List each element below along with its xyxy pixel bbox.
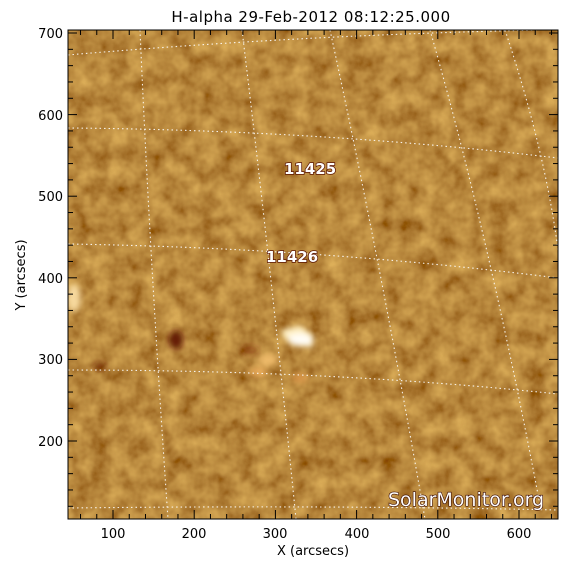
plot-frame [67, 29, 559, 520]
x-tick-labels: 100 200 300 400 500 600 [101, 527, 532, 542]
axis-ticks [68, 30, 558, 519]
x-tick-label: 400 [345, 527, 370, 542]
x-tick-label: 100 [101, 527, 126, 542]
x-tick-label: 600 [507, 527, 532, 542]
y-tick-label: 700 [38, 27, 63, 42]
plot-title: H-alpha 29-Feb-2012 08:12:25.000 [171, 8, 450, 26]
x-axis-label: X (arcsecs) [277, 544, 349, 559]
region-label-11426: 11426 [266, 248, 318, 266]
dark-features [94, 331, 258, 369]
y-tick-label: 500 [38, 190, 63, 205]
heliographic-grid [68, 30, 558, 519]
x-tick-label: 300 [263, 527, 288, 542]
plage-bright [68, 284, 314, 383]
watermark: SolarMonitor.org [388, 489, 544, 511]
y-tick-label: 300 [38, 353, 63, 368]
solar-image: 11425 11426 SolarMonitor.org [68, 30, 558, 519]
y-axis-label: Y (arcsecs) [14, 239, 29, 311]
region-label-11425: 11425 [284, 160, 336, 178]
y-tick-label: 400 [38, 272, 63, 287]
x-tick-label: 200 [182, 527, 207, 542]
y-tick-label: 600 [38, 109, 63, 124]
y-tick-labels: 200 300 400 500 600 700 [38, 27, 63, 450]
y-tick-label: 200 [38, 435, 63, 450]
x-tick-label: 500 [426, 527, 451, 542]
